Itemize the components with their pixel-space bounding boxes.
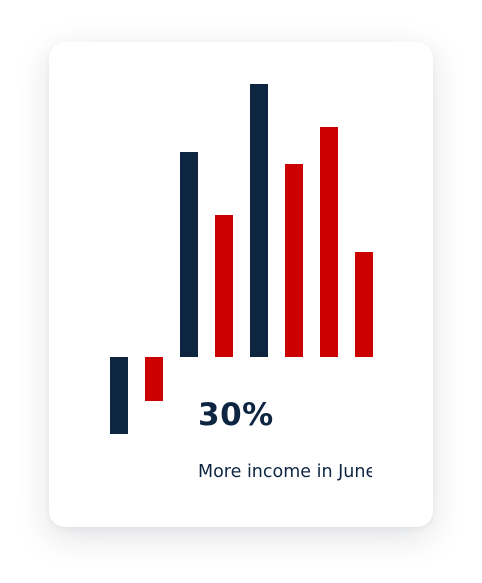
stat-percentage: 30% (198, 397, 274, 433)
bar-6 (285, 164, 303, 357)
stat-caption: More income in June (198, 462, 372, 482)
bar-1 (110, 357, 128, 434)
bar-8 (355, 252, 373, 357)
bar-4 (215, 215, 233, 357)
bar-5 (250, 84, 268, 357)
bar-3 (180, 152, 198, 357)
income-card (49, 42, 433, 527)
stat-caption-container: More income in June (198, 458, 372, 486)
bar-7 (320, 127, 338, 357)
bar-2 (145, 357, 163, 401)
